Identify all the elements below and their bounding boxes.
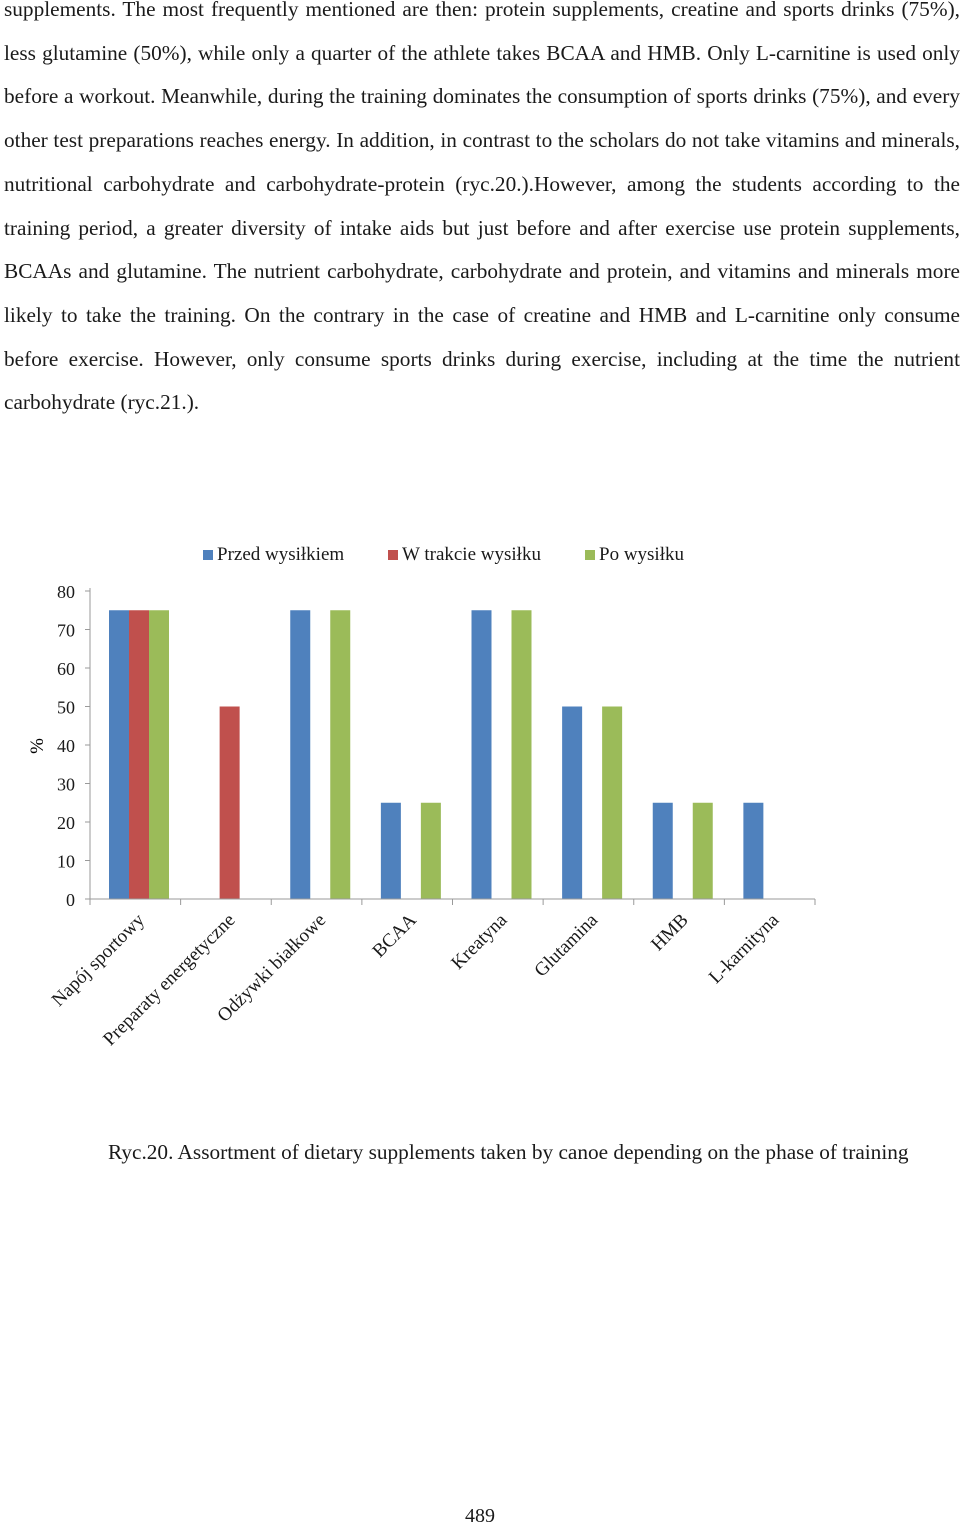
x-tick-label: BCAA [369, 909, 421, 961]
y-tick-label: 60 [57, 659, 75, 679]
bar [290, 610, 311, 899]
bar [129, 610, 149, 899]
legend-label: Po wysiłku [599, 544, 684, 565]
bar [471, 610, 492, 899]
legend-swatch [585, 550, 595, 560]
y-tick-label: 0 [66, 890, 75, 910]
x-tick-label: L-karnityna [705, 909, 784, 988]
x-tick-label: Kreatyna [447, 909, 511, 973]
bar [743, 802, 764, 899]
y-tick-label: 70 [57, 621, 75, 641]
bar [602, 706, 623, 899]
bar [692, 802, 713, 899]
bar [109, 610, 129, 899]
bar [420, 802, 441, 899]
chart-legend: Przed wysiłkiem W trakcie wysiłku Po wysił… [203, 544, 684, 565]
y-tick-label: 80 [57, 582, 75, 602]
bar-chart: Przed wysiłkiem W trakcie wysiłku Po wysił… [27, 544, 816, 1050]
y-axis-ticks: 0 10 20 30 40 50 60 70 80 [57, 582, 90, 910]
y-tick-label: 10 [57, 852, 75, 872]
bar [511, 610, 532, 899]
y-tick-label: 50 [57, 698, 75, 718]
y-tick-label: 20 [57, 813, 75, 833]
page-number: 489 [465, 1505, 495, 1527]
x-tick-label: Napój sportowy [48, 909, 149, 1010]
legend-label: W trakcie wysiłku [402, 544, 541, 565]
legend-swatch [388, 550, 398, 560]
bar [652, 802, 673, 899]
y-tick-label: 30 [57, 775, 75, 795]
bar [380, 802, 401, 899]
x-tick-label: HMB [647, 910, 692, 955]
y-axis-label: % [27, 738, 48, 754]
y-tick-label: 40 [57, 736, 75, 756]
bar [562, 706, 583, 899]
figure-caption: Ryc.20. Assortment of dietary supplement… [108, 1140, 909, 1164]
bar [330, 610, 351, 899]
body-paragraph: supplements. The most frequently mention… [4, 0, 960, 415]
legend-swatch [203, 550, 213, 560]
chart-axes [89, 588, 816, 905]
legend-label: Przed wysiłkiem [217, 544, 344, 565]
x-tick-label: Glutamina [530, 909, 602, 981]
bar [149, 610, 169, 899]
bar-series [109, 610, 764, 899]
bar [219, 706, 240, 899]
